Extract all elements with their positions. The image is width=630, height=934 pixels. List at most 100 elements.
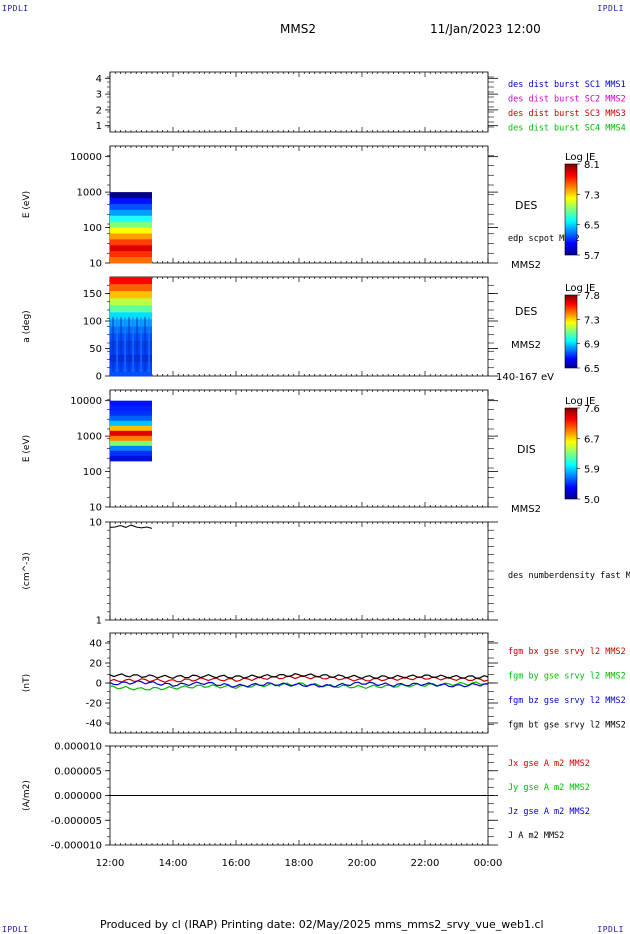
legend-entry: Jx gse A m2 MMS2 [508,759,590,769]
y-tick-label: 4 [96,74,102,85]
spectrogram-band [110,209,152,217]
spectrogram-band [110,450,152,457]
pitch-angle-band [110,312,152,320]
panel-frame-0 [109,71,489,133]
field-line [109,673,489,680]
density-line [109,524,153,529]
legend-entry: Jy gse A m2 MMS2 [508,783,590,793]
legend-entry: des dist burst SC3 MMS3 [508,109,626,119]
spacecraft-title: MMS2 [280,22,316,36]
spectrogram-band [110,239,152,246]
colorbar-tick-label: 8.1 [584,160,600,171]
field-line [109,681,489,691]
colorbar-tick-label: 7.8 [584,291,600,302]
pitch-angle-band [110,298,152,306]
colorbar-tick-label: 7.6 [584,404,600,415]
y-tick-label: 0 [96,679,102,690]
corner-mark-top-right: IPDLI [597,4,624,13]
side-label: DIS [517,443,536,456]
y-tick-label: -40 [86,719,102,730]
y-tick-label: 100 [83,317,102,328]
spectrogram-band [110,410,152,417]
y-tick-label: -0.000010 [51,841,102,852]
y-tick-label: 10 [89,503,102,514]
legend-entry: fgm bz gse srvy l2 MMS2 [508,696,626,706]
spectrogram-band [110,435,152,442]
side-label: MMS2 [511,260,541,271]
pitch-angle-band [110,340,152,349]
spectrogram-band [110,425,152,432]
pitch-angle-band [110,354,152,363]
legend-entry: fgm bx gse srvy l2 MMS2 [508,647,626,657]
x-tick-label: 20:00 [348,858,377,869]
colorbar-tick-label: 7.3 [584,315,600,326]
y-tick-label: 150 [83,289,102,300]
field-line [109,680,488,688]
x-tick-label: 12:00 [96,858,125,869]
colorbar-tick-label: 6.5 [584,221,600,232]
y-tick-label: 10000 [70,396,102,407]
panel-frame-2 [109,276,489,377]
legend-entry: des dist burst SC1 MMS1 [508,80,626,90]
y-tick-label: 0.000005 [54,766,102,777]
y-tick-label: -0.000005 [51,816,102,827]
footer-credit: Produced by cl (IRAP) Printing date: 02/… [100,918,544,931]
pitch-angle-band [110,277,152,285]
legend-entry: fgm by gse srvy l2 MMS2 [508,672,626,682]
spectrogram-band [110,420,152,427]
colorbar-1 [564,163,578,256]
y-tick-label: 1000 [77,188,102,199]
spectrogram-band [110,245,152,252]
y-tick-label: 10 [89,259,102,270]
y-tick-label: 0.000000 [54,791,102,802]
pitch-angle-band [110,326,152,335]
y-axis-label: E (eV) [22,191,32,218]
colorbar-2 [564,294,578,369]
corner-mark-bottom-right: IPDLI [597,925,624,934]
y-axis-label: (cm^-3) [22,552,32,589]
y-axis-label: (nT) [22,674,32,692]
legend-entry: des dist burst SC4 MMS4 [508,124,626,134]
colorbar-title-2: Log JE [565,283,595,294]
pitch-angle-band [110,368,152,377]
legend-entry: fgm bt gse srvy l2 MMS2 [508,721,626,731]
field-line [109,674,489,683]
colorbar-tick-label: 6.7 [584,434,600,445]
colorbar-tick-label: 5.7 [584,251,600,262]
x-tick-label: 14:00 [159,858,188,869]
y-tick-label: 1000 [77,432,102,443]
y-tick-label: 0 [96,372,102,383]
colorbar-title-1: Log JE [565,152,595,163]
side-label: DES [515,199,537,212]
spectrogram-band [110,430,152,437]
x-tick-label: 16:00 [222,858,251,869]
legend-entry: J A m2 MMS2 [508,831,564,841]
pitch-angle-band [110,333,152,342]
spectrogram-band [110,251,152,258]
spectrogram-band [110,440,152,447]
legend-entry: Jz gse A m2 MMS2 [508,807,590,817]
y-tick-label: 3 [96,90,102,101]
pitch-angle-band [110,291,152,299]
side-label: MMS2 [511,504,541,515]
spectrogram-band [110,400,152,407]
spectrogram-band [110,415,152,422]
colorbar-tick-label: 6.5 [584,364,600,375]
colorbar-title-3: Log JE [565,396,595,407]
pitch-angle-band [110,284,152,292]
side-label: DES [515,305,537,318]
spectrogram-band [110,455,152,462]
spectrogram-band [110,257,152,264]
y-tick-label: -20 [86,699,102,710]
y-tick-label: 10 [89,518,102,529]
pitch-angle-band [110,347,152,356]
y-tick-label: 2 [96,105,102,116]
colorbar-tick-label: 5.0 [584,495,600,506]
colorbar-3 [564,407,578,500]
spectrogram-band [110,215,152,223]
panel-frame-4 [109,521,489,621]
y-axis-label: (A/m2) [22,780,32,811]
spectrogram-band [110,198,152,205]
panel-frame-1 [109,145,489,264]
